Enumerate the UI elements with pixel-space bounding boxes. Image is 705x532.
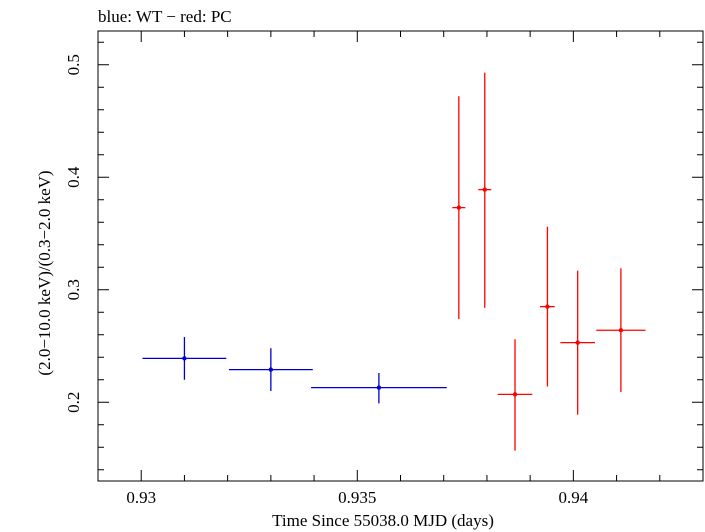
data-point-pc [618, 328, 624, 333]
data-point-pc [545, 304, 550, 309]
x-tick-label: 0.93 [126, 488, 156, 507]
chart-title: blue: WT − red: PC [98, 7, 232, 26]
y-tick-label: 0.2 [64, 392, 83, 413]
data-point-pc [456, 205, 462, 210]
data-point-wt [376, 385, 382, 390]
plot-area: 0.93 0.935 0.94 0.2 0.3 0.4 0.5 [64, 30, 704, 507]
data-point-pc [482, 187, 487, 192]
x-tick-label: 0.935 [338, 488, 376, 507]
x-tick-label: 0.94 [558, 488, 588, 507]
y-tick-label: 0.3 [64, 279, 83, 300]
data-point-wt [182, 356, 187, 361]
data-point-pc [512, 392, 518, 397]
plot-frame [97, 30, 704, 482]
y-axis-label: (2.0−10.0 keV)/(0.3−2.0 keV) [35, 170, 54, 375]
y-tick-label: 0.5 [64, 54, 83, 75]
data-point-pc [575, 340, 580, 345]
y-tick-label: 0.4 [64, 166, 83, 188]
data-point-wt [268, 367, 274, 372]
x-axis-label: Time Since 55038.0 MJD (days) [272, 511, 494, 530]
